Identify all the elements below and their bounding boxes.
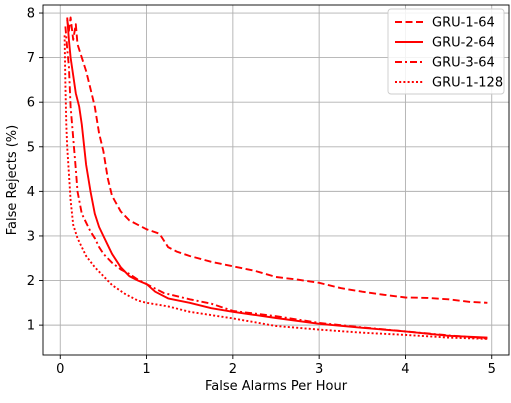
legend: GRU-1-64 GRU-2-64 GRU-3-64 GRU-1-128 [387, 8, 505, 95]
y-tick-label: 4 [27, 185, 35, 200]
legend-label: GRU-2-64 [432, 36, 495, 51]
series-line-gru-3-64 [64, 26, 488, 340]
x-tick-label: 0 [56, 362, 64, 377]
x-tick-label: 2 [229, 362, 237, 377]
legend-label: GRU-1-64 [432, 16, 495, 31]
legend-label: GRU-1-128 [432, 76, 503, 91]
tick-layer: 0 1 2 3 4 5 1 2 3 4 5 6 7 8 [27, 7, 496, 377]
x-tick-label: 1 [142, 362, 150, 377]
series-layer [63, 16, 488, 340]
y-tick-label: 5 [27, 140, 35, 155]
y-tick-label: 7 [27, 51, 35, 66]
y-tick-label: 6 [27, 96, 35, 111]
x-axis-label: False Alarms Per Hour [205, 379, 348, 394]
legend-box [387, 8, 505, 95]
y-tick-label: 2 [27, 274, 35, 289]
series-line-gru-1-64 [66, 16, 488, 304]
series-line-gru-2-64 [66, 17, 488, 339]
x-tick-label: 3 [315, 362, 323, 377]
plot-area-frame [42, 4, 510, 356]
x-tick-label: 5 [488, 362, 496, 377]
y-tick-label: 8 [27, 7, 35, 22]
legend-label: GRU-3-64 [432, 56, 495, 71]
x-tick-label: 4 [401, 362, 409, 377]
y-tick-label: 3 [27, 229, 35, 244]
y-axis-label: False Rejects (%) [5, 125, 20, 235]
y-tick-label: 1 [27, 319, 35, 334]
